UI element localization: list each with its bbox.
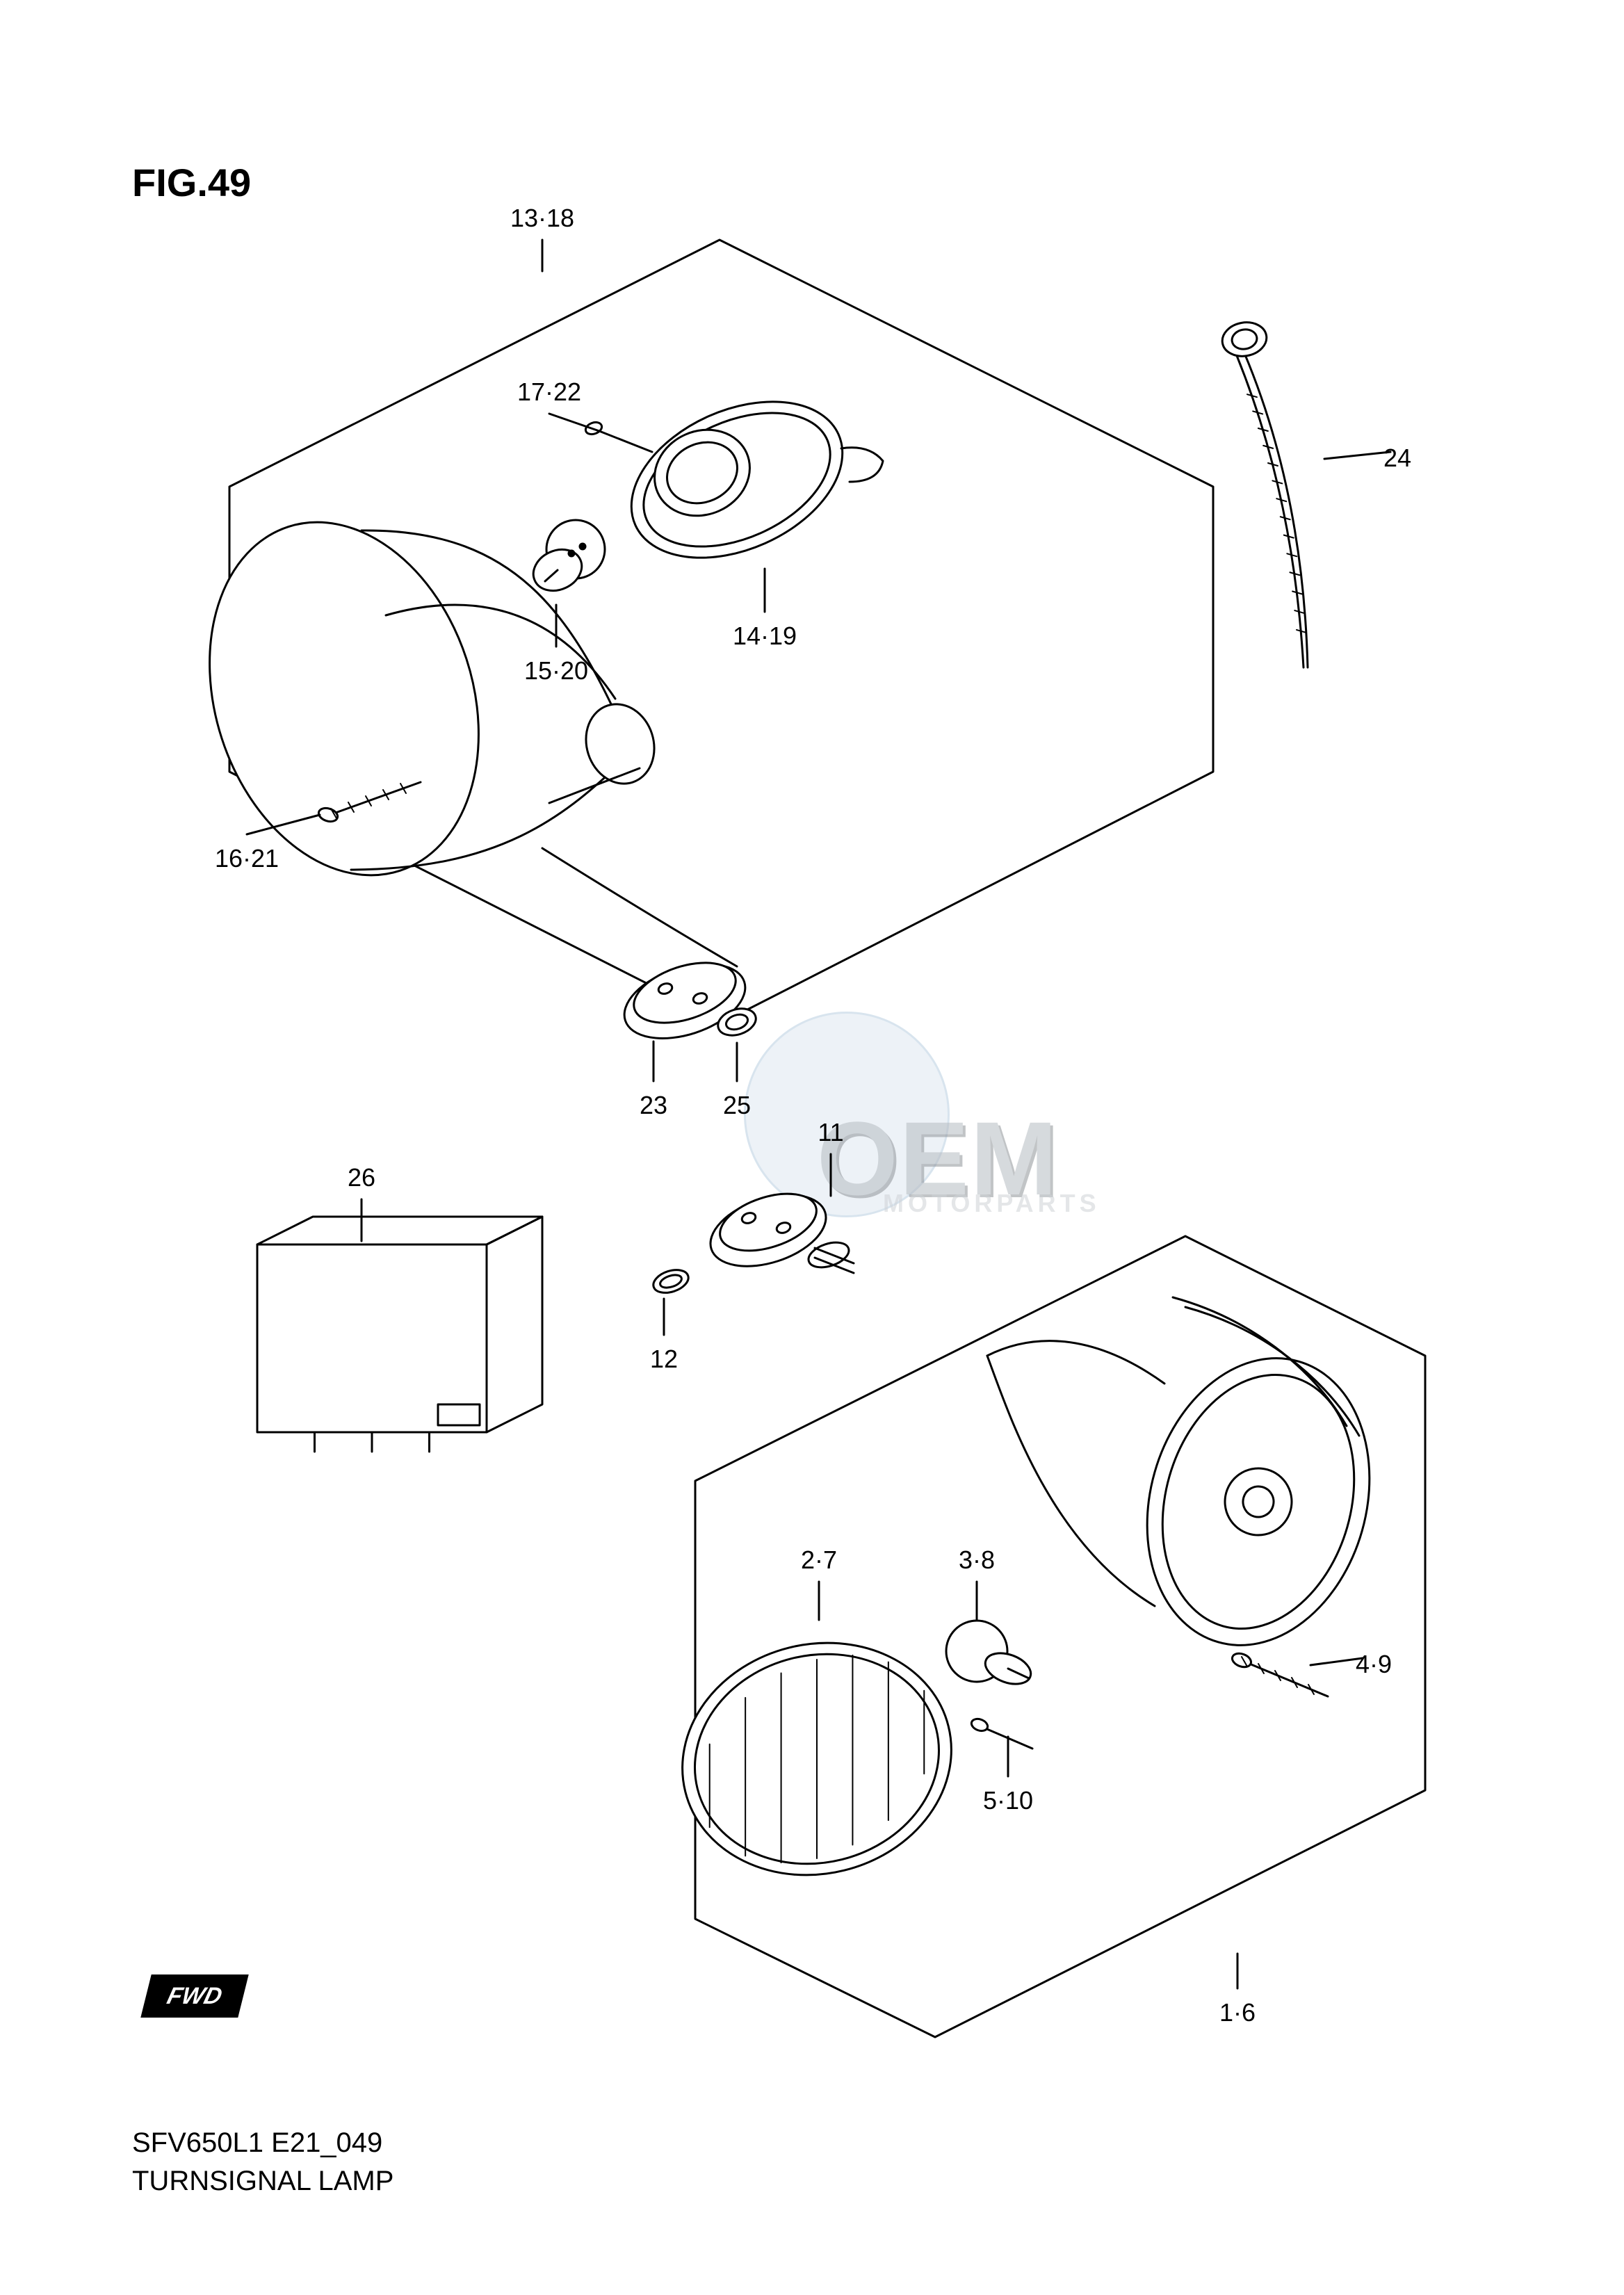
callout-12: 12 xyxy=(622,1345,706,1374)
footer-model-code: SFV650L1 E21_049 xyxy=(132,2127,382,2159)
callout-13_18: 13·18 xyxy=(501,204,584,233)
callout-15_20: 15·20 xyxy=(514,656,598,686)
footer-part-title: TURNSIGNAL LAMP xyxy=(132,2166,393,2197)
callout-4_9: 4·9 xyxy=(1356,1650,1439,1679)
callout-3_8: 3·8 xyxy=(935,1546,1018,1575)
callout-2_7: 2·7 xyxy=(777,1546,861,1575)
callout-24: 24 xyxy=(1383,444,1467,473)
callout-5_10: 5·10 xyxy=(966,1786,1050,1815)
callout-25: 25 xyxy=(695,1091,779,1120)
lower-box xyxy=(695,1236,1425,2037)
fwd-badge: FWD xyxy=(140,1974,248,2018)
fwd-badge-label: FWD xyxy=(163,1974,227,2018)
callout-17_22: 17·22 xyxy=(508,378,591,407)
callout-26: 26 xyxy=(320,1163,403,1192)
callout-16_21: 16·21 xyxy=(205,844,289,873)
callout-1_6: 1·6 xyxy=(1196,1998,1279,2027)
diagram-svg xyxy=(0,0,1624,2295)
callout-14_19: 14·19 xyxy=(723,622,806,651)
page: OEM MOTORPARTS FIG.49 13·1817·222414·191… xyxy=(0,0,1624,2295)
callout-23: 23 xyxy=(612,1091,695,1120)
callout-11: 11 xyxy=(789,1118,872,1147)
